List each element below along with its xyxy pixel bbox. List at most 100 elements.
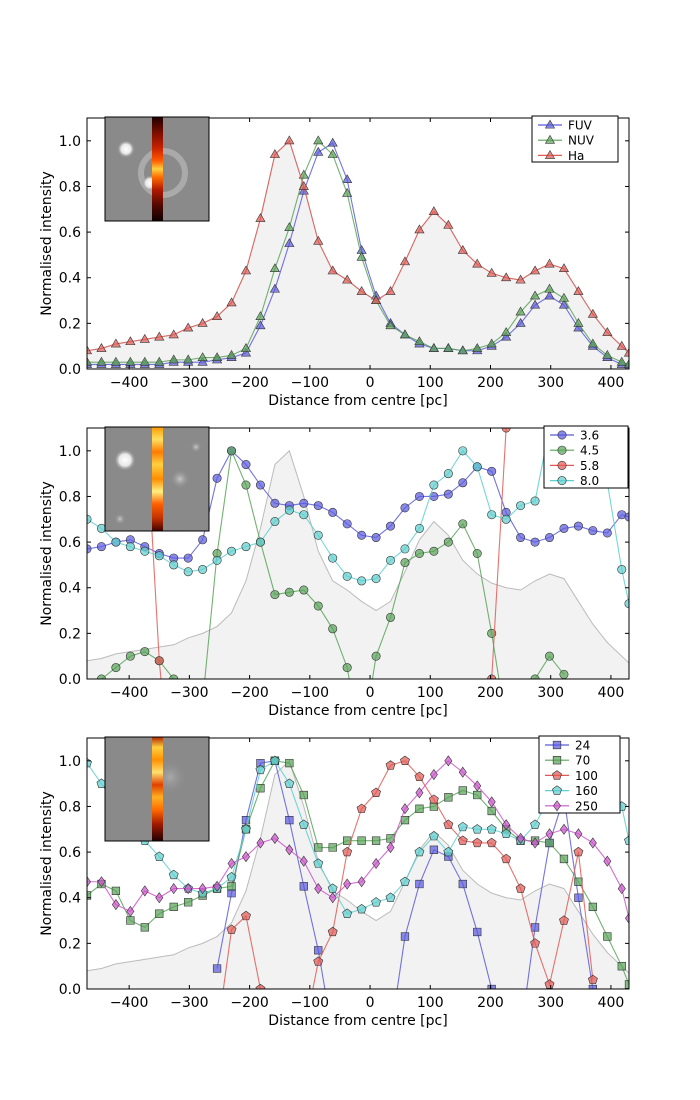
data-point [616, 356, 627, 366]
legend-label: Ha [568, 149, 584, 163]
data-point [545, 651, 555, 661]
legend-marker [544, 134, 556, 144]
chart-panel-1: −400 −300 −200 −100 0 100 200 300 400 0.0 0.2 0.4 0.… [39, 115, 630, 409]
data-point [458, 766, 467, 778]
data-point [602, 349, 613, 359]
data-point [443, 219, 454, 229]
series-group [87, 738, 629, 989]
data-point [401, 803, 409, 815]
x-axis-label: Distance from centre [pc] [268, 703, 447, 719]
legend-marker [552, 770, 562, 780]
data-point [544, 258, 555, 268]
data-point [140, 923, 149, 932]
data-point [588, 902, 598, 911]
data-point [443, 343, 454, 352]
data-point [168, 869, 179, 880]
legend-item-3.6: 3.6 [550, 429, 599, 443]
data-point [226, 349, 237, 359]
data-point [240, 347, 252, 357]
x-tick-label: −300 [170, 685, 208, 701]
data-point [255, 320, 266, 330]
x-tick-label: 0 [366, 995, 375, 1011]
legend-marker [553, 800, 561, 812]
inset-image [104, 736, 210, 842]
legend-label: 3.6 [580, 429, 599, 443]
data-point [169, 883, 178, 895]
data-point [501, 853, 512, 864]
data-point [429, 845, 439, 854]
y-tick-label: 0.8 [59, 179, 81, 195]
data-point [313, 530, 323, 540]
data-point [443, 819, 454, 829]
data-point [125, 356, 136, 366]
data-point [313, 858, 324, 868]
data-point [385, 320, 396, 330]
data-point [444, 755, 453, 767]
star-blob [114, 513, 126, 525]
data-point [183, 553, 193, 563]
data-point [139, 333, 150, 343]
data-point [443, 489, 453, 499]
data-point [285, 844, 294, 856]
data-point [154, 331, 165, 341]
legend-marker [557, 430, 567, 440]
data-point [386, 555, 396, 565]
data-point [573, 846, 584, 857]
data-point [314, 883, 323, 895]
y-tick-label: 0.2 [59, 316, 81, 332]
data-point [240, 343, 252, 352]
background-profile [87, 449, 629, 679]
data-point [110, 356, 121, 366]
data-point [501, 327, 512, 336]
data-point [487, 806, 496, 816]
data-point [371, 651, 381, 661]
data-point [501, 272, 512, 282]
data-point [298, 185, 309, 195]
data-point [428, 343, 439, 352]
data-point [342, 908, 353, 918]
x-axis-label: Distance from centre [pc] [268, 393, 447, 409]
legend-item-ha: Ha [538, 149, 584, 163]
data-point [285, 758, 294, 768]
data-point [486, 267, 497, 277]
data-point [558, 299, 570, 309]
data-point [328, 553, 338, 563]
data-point [414, 336, 425, 346]
data-point [357, 576, 367, 586]
data-point [227, 546, 237, 556]
legend-label: 5.8 [580, 459, 599, 473]
data-point [212, 473, 222, 483]
data-point [284, 778, 295, 788]
data-point [357, 876, 366, 888]
data-point [588, 526, 598, 536]
data-point [255, 764, 266, 775]
data-point [415, 787, 424, 799]
x-tick-label: −200 [230, 375, 268, 391]
y-axis-label: Normalised intensity [39, 171, 55, 315]
x-tick-label: −200 [230, 995, 268, 1011]
data-point [616, 340, 627, 350]
series-160 [87, 738, 629, 918]
data-point [414, 224, 425, 234]
data-point [356, 251, 367, 261]
data-point [372, 857, 381, 870]
x-tick-label: 300 [537, 375, 564, 391]
data-point [624, 835, 629, 845]
y-tick-label: 0.0 [59, 362, 81, 378]
data-point [299, 498, 309, 508]
slit [152, 427, 163, 531]
data-point [472, 258, 483, 268]
slit [152, 117, 163, 221]
data-point [314, 843, 323, 852]
data-point [356, 286, 367, 295]
data-point [342, 519, 352, 529]
data-point [473, 780, 482, 792]
chart-panel-2: −400 −300 −200 −100 0 100 200 300 400 0.0 0.2 0.4 0.… [39, 425, 630, 719]
series-5.8 [145, 428, 511, 679]
y-tick-label: 0.2 [59, 626, 81, 642]
data-point [111, 663, 121, 673]
data-point [226, 297, 237, 307]
data-point [87, 345, 93, 355]
x-tick-label: −400 [110, 685, 148, 701]
